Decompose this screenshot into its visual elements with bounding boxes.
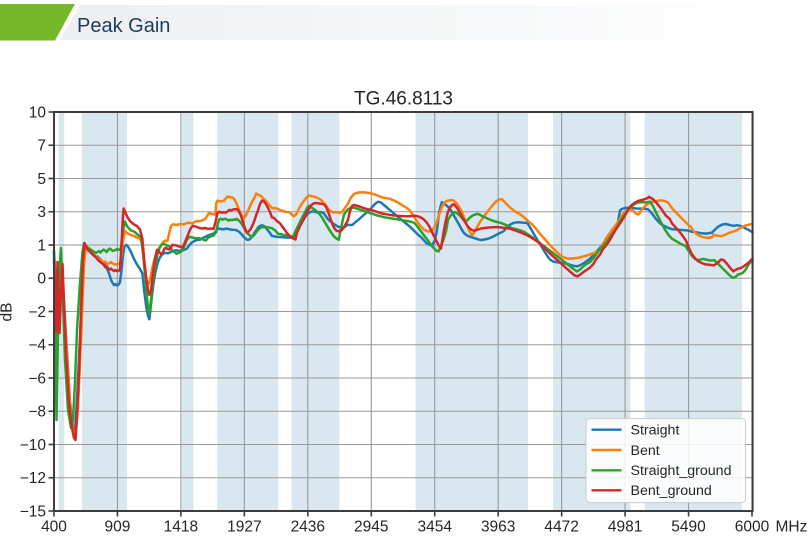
svg-text:−12: −12 [20,470,46,487]
svg-text:Bent: Bent [631,443,660,459]
svg-text:1418: 1418 [164,519,198,536]
svg-text:3454: 3454 [417,519,452,536]
svg-text:MHz: MHz [776,519,808,536]
svg-text:Straight: Straight [631,423,680,439]
svg-text:−6: −6 [28,370,46,387]
svg-text:dB: dB [0,303,16,322]
svg-text:3963: 3963 [481,519,515,536]
svg-text:10: 10 [29,104,47,121]
svg-text:Bent_ground: Bent_ground [631,483,712,499]
svg-text:400: 400 [41,519,67,536]
svg-text:909: 909 [105,519,131,536]
svg-text:−2: −2 [28,304,46,321]
svg-text:5: 5 [37,171,46,188]
svg-text:−15: −15 [20,503,46,520]
svg-text:6000: 6000 [735,519,770,536]
svg-text:2945: 2945 [354,519,388,536]
svg-text:3: 3 [37,204,46,221]
svg-text:−8: −8 [28,404,46,421]
svg-text:Peak Gain: Peak Gain [77,15,170,37]
svg-text:Straight_ground: Straight_ground [631,463,732,479]
svg-text:4472: 4472 [544,519,578,536]
svg-text:−10: −10 [20,437,47,454]
svg-text:2436: 2436 [291,519,325,536]
svg-text:7: 7 [37,138,46,155]
svg-text:5490: 5490 [671,519,706,536]
svg-text:1: 1 [37,237,46,254]
svg-text:TG.46.8113: TG.46.8113 [354,89,453,110]
svg-text:1927: 1927 [227,519,261,536]
svg-text:4981: 4981 [608,519,642,536]
svg-text:0: 0 [37,271,46,288]
svg-text:−4: −4 [28,337,46,354]
